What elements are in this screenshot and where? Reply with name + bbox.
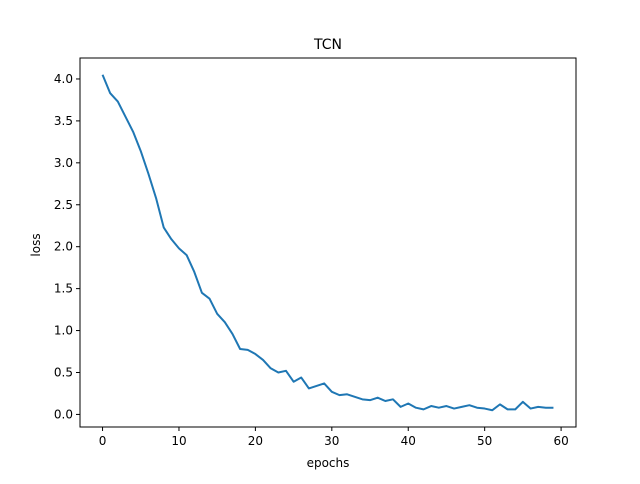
chart-title: TCN <box>313 37 342 53</box>
y-tick-label: 0.5 <box>54 365 73 379</box>
plot-area: 0 10 20 30 40 50 60 0.0 0.5 1.0 1.5 2.0 2.5 3.0 3.5 4.0 <box>54 57 577 448</box>
y-tick-label: 1.5 <box>54 282 73 296</box>
x-tick-label: 60 <box>553 434 568 448</box>
x-axis-label: epochs <box>307 456 350 470</box>
y-tick-label: 3.0 <box>54 156 73 170</box>
y-axis-label: loss <box>29 233 43 256</box>
x-tick-label: 0 <box>99 434 107 448</box>
y-tick-label: 3.5 <box>54 114 73 128</box>
y-tick-label: 2.0 <box>54 240 73 254</box>
y-tick-label: 1.0 <box>54 324 73 338</box>
y-tick-label: 0.0 <box>54 407 73 421</box>
x-tick-label: 50 <box>477 434 492 448</box>
x-tick-label: 20 <box>248 434 263 448</box>
x-tick-label: 40 <box>401 434 416 448</box>
series-line-0 <box>101 74 554 412</box>
x-tick-label: 10 <box>171 434 186 448</box>
axes-frame <box>79 57 577 428</box>
x-tick-label: 30 <box>324 434 339 448</box>
y-tick-label: 2.5 <box>54 198 73 212</box>
y-tick-label: 4.0 <box>54 72 73 86</box>
